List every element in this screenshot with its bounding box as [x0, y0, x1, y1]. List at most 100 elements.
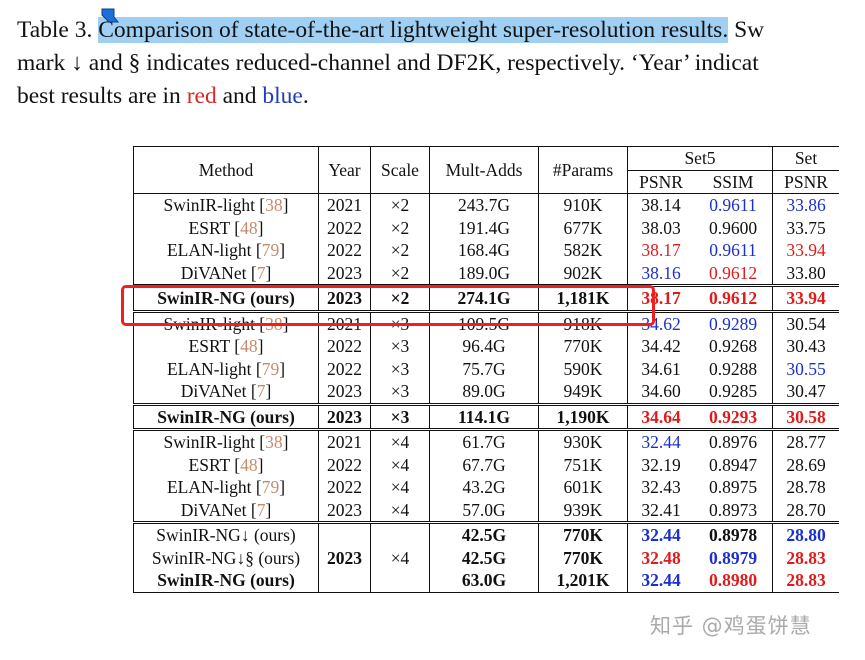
- cell-year: 2022: [318, 335, 371, 358]
- method-name: ELAN-light [: [166, 477, 262, 497]
- cell-psnr: 32.44: [641, 525, 681, 545]
- citation-bracket: ]: [279, 477, 286, 497]
- cell-method: SwinIR-NG (ours): [133, 404, 319, 430]
- cell-scale: ×3: [370, 404, 430, 430]
- cell-method: ELAN-light [79]: [133, 239, 319, 262]
- table-row: ESRT [48] 2022 ×2 191.4G 677K 38.03 0.9600 33.7…: [133, 216, 840, 239]
- cell-method: ELAN-light [79]: [133, 357, 319, 380]
- caption-highlighted-text[interactable]: Comparison of state-of-the-art lightweig…: [98, 17, 729, 43]
- results-table: Method Year Scale Mult-Adds #Params Set5…: [133, 146, 865, 593]
- cell-psnr: 34.60: [641, 381, 681, 401]
- citation-link[interactable]: 7: [256, 262, 266, 283]
- cell-method: SwinIR-light [38]: [133, 429, 319, 454]
- citation-link[interactable]: 48: [240, 336, 258, 356]
- caption-line3-mid: and: [216, 83, 263, 109]
- table-row-ours: SwinIR-NG (ours) 63.0G 1,201K 32.44 0.8980 28…: [133, 569, 839, 592]
- citation-link[interactable]: 48: [240, 217, 258, 238]
- method-name: ESRT [: [188, 217, 241, 238]
- cell-psnr-set14: 30.58: [786, 406, 826, 427]
- cell-psnr-set14: 33.94: [786, 240, 826, 260]
- cell-ssim: 0.9612: [694, 261, 773, 286]
- header-method: Method: [133, 146, 319, 194]
- cell-method: SwinIR-NG (ours): [133, 285, 319, 311]
- cell-params: 590K: [538, 357, 628, 380]
- caption-line-2: mark ↓ and § indicates reduced-channel a…: [17, 50, 759, 76]
- citation-bracket: ]: [265, 381, 272, 401]
- table-row-ours: SwinIR-NG↓ (ours) 2023 ×4 42.5G 770K 32.44 0.8…: [133, 522, 839, 592]
- cell-psnr: 34.42: [641, 336, 681, 356]
- cell-psnr-set14: 30.47: [786, 381, 826, 401]
- cell-mult-adds: 63.0G: [429, 569, 539, 592]
- citation-bracket: ]: [257, 217, 264, 238]
- cell-ssim: 0.9600: [694, 216, 773, 239]
- header-ssim: SSIM: [694, 169, 773, 194]
- cell-params: 582K: [538, 239, 628, 262]
- citation-link[interactable]: 7: [256, 499, 266, 520]
- cell-psnr-set14: 28.77: [786, 432, 826, 452]
- cell-scale: ×2: [370, 193, 430, 217]
- citation-bracket: ]: [257, 336, 264, 356]
- cell-scale: ×2: [370, 216, 430, 239]
- cell-psnr-set14: 30.43: [786, 336, 826, 356]
- table-row: ELAN-light [79] 2022 ×2 168.4G 582K 38.17 0.96…: [133, 239, 840, 262]
- cell-params: 910K: [538, 193, 628, 217]
- cell-mult-adds: 114.1G: [429, 404, 539, 430]
- table-row-ours: SwinIR-NG (ours) 2023 ×3 114.1G 1,190K 34.64 0…: [133, 404, 839, 430]
- cell-year: 2021: [318, 193, 371, 217]
- cell-scale: ×2: [370, 261, 430, 286]
- cell-params: 677K: [538, 216, 628, 239]
- cell-method: SwinIR-NG↓ (ours): [133, 522, 319, 547]
- cell-method: DiVANet [7]: [133, 498, 319, 523]
- citation-link[interactable]: 7: [256, 381, 266, 401]
- citation-link[interactable]: 38: [265, 432, 283, 452]
- cell-params: 601K: [538, 476, 628, 499]
- cell-ssim: 0.8980: [694, 569, 773, 592]
- cell-scale: ×4: [370, 498, 430, 523]
- cell-year: 2023: [318, 261, 371, 286]
- table-row: DiVANet [7] 2023 ×3 89.0G 949K 34.60 0.9285 30.…: [133, 380, 840, 404]
- cell-psnr: 38.16: [641, 262, 681, 283]
- cell-method: DiVANet [7]: [133, 380, 319, 404]
- cell-method: SwinIR-light [38]: [133, 193, 319, 217]
- citation-link[interactable]: 38: [265, 195, 283, 215]
- cell-psnr: 32.43: [641, 477, 681, 497]
- cell-psnr: 32.44: [641, 432, 681, 452]
- citation-bracket: ]: [282, 195, 289, 215]
- caption-line-1: Table 3. Comparison of state-of-the-art …: [17, 14, 865, 47]
- cell-params: 770K: [538, 522, 628, 547]
- citation-link[interactable]: 79: [261, 477, 280, 497]
- cell-params: 949K: [538, 380, 628, 404]
- cell-scale: ×2: [370, 239, 430, 262]
- cell-mult-adds: 191.4G: [429, 216, 539, 239]
- header-set14: Set: [794, 148, 818, 168]
- caption-suffix: Sw: [728, 17, 765, 43]
- table-caption: Table 3. Comparison of state-of-the-art …: [17, 14, 865, 113]
- cell-psnr-set14: 28.70: [786, 499, 826, 520]
- cell-psnr-set14: 33.75: [786, 217, 826, 238]
- cell-year: 2023: [318, 285, 371, 311]
- citation-bracket: ]: [265, 499, 272, 520]
- citation-link[interactable]: 48: [240, 454, 258, 475]
- cell-mult-adds: 67.7G: [429, 453, 539, 476]
- cell-scale: ×4: [370, 429, 430, 454]
- citation-link[interactable]: 79: [261, 358, 280, 379]
- cell-ssim: 0.8978: [694, 522, 773, 547]
- cell-mult-adds: 57.0G: [429, 498, 539, 523]
- cell-mult-adds: 168.4G: [429, 239, 539, 262]
- cell-mult-adds: 96.4G: [429, 335, 539, 358]
- cell-ssim: 0.9293: [694, 404, 773, 430]
- caption-line-3: best results are in red and blue.: [17, 80, 865, 113]
- citation-link[interactable]: 79: [261, 240, 280, 260]
- cell-psnr: 38.03: [641, 217, 681, 238]
- cell-psnr: 32.19: [641, 454, 681, 475]
- cell-scale: ×4: [370, 453, 430, 476]
- cell-psnr: 38.17: [641, 288, 681, 308]
- cell-ssim: 0.8979: [694, 546, 773, 569]
- cell-scale: ×3: [370, 357, 430, 380]
- cell-params: 1,201K: [538, 569, 628, 592]
- method-name: ELAN-light [: [166, 358, 262, 379]
- table-row: DiVANet [7] 2023 ×4 57.0G 939K 32.41 0.8973 28.…: [133, 498, 840, 523]
- cell-mult-adds: 42.5G: [429, 546, 539, 569]
- cell-ssim: 0.9268: [694, 335, 773, 358]
- citation-bracket: ]: [282, 432, 289, 452]
